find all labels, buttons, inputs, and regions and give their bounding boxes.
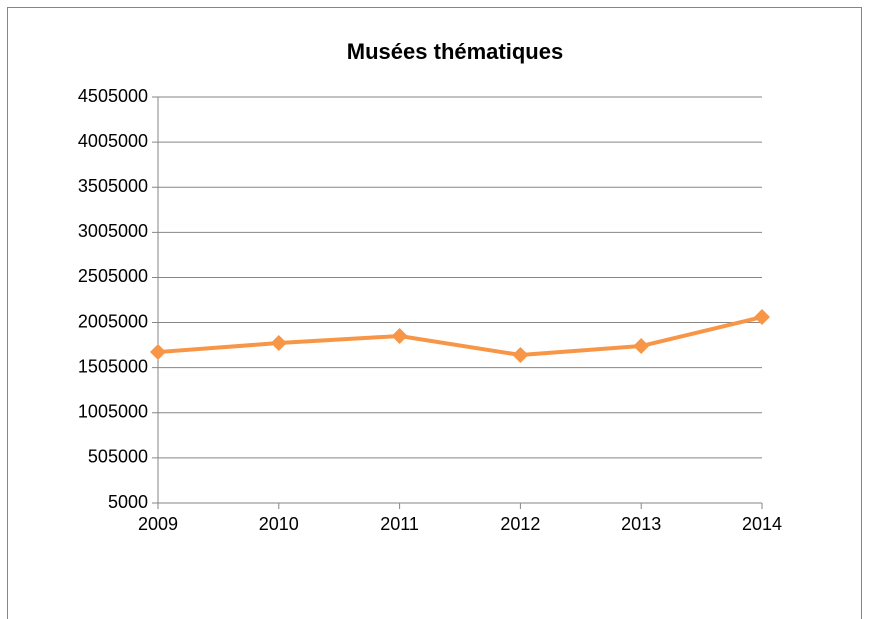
y-tick-label: 1005000	[78, 402, 148, 422]
data-point	[391, 327, 408, 344]
x-tick-label: 2013	[621, 514, 661, 534]
x-tick-label: 2011	[380, 514, 419, 534]
y-tick-label: 2505000	[78, 266, 148, 286]
y-tick-label: 3505000	[78, 176, 148, 196]
chart-border	[7, 7, 862, 619]
y-tick-label: 505000	[88, 447, 148, 467]
x-tick-label: 2009	[138, 514, 178, 534]
data-point	[270, 335, 287, 352]
data-point	[512, 347, 529, 364]
x-tick-label: 2010	[259, 514, 299, 534]
x-tick-label: 2014	[742, 514, 782, 534]
series-line	[157, 315, 763, 358]
y-tick-label: 2005000	[78, 311, 148, 331]
data-point	[754, 309, 770, 326]
y-tick-label: 3005000	[78, 221, 148, 241]
y-tick-label: 4005000	[78, 131, 148, 151]
x-tick-label: 2012	[500, 514, 540, 534]
data-point	[150, 344, 166, 361]
y-tick-label: 5000	[108, 492, 148, 512]
y-tick-label: 1505000	[78, 356, 148, 376]
chart-title: Musées thématiques	[347, 39, 563, 64]
y-tick-label: 4505000	[78, 86, 148, 106]
data-point	[633, 338, 650, 355]
